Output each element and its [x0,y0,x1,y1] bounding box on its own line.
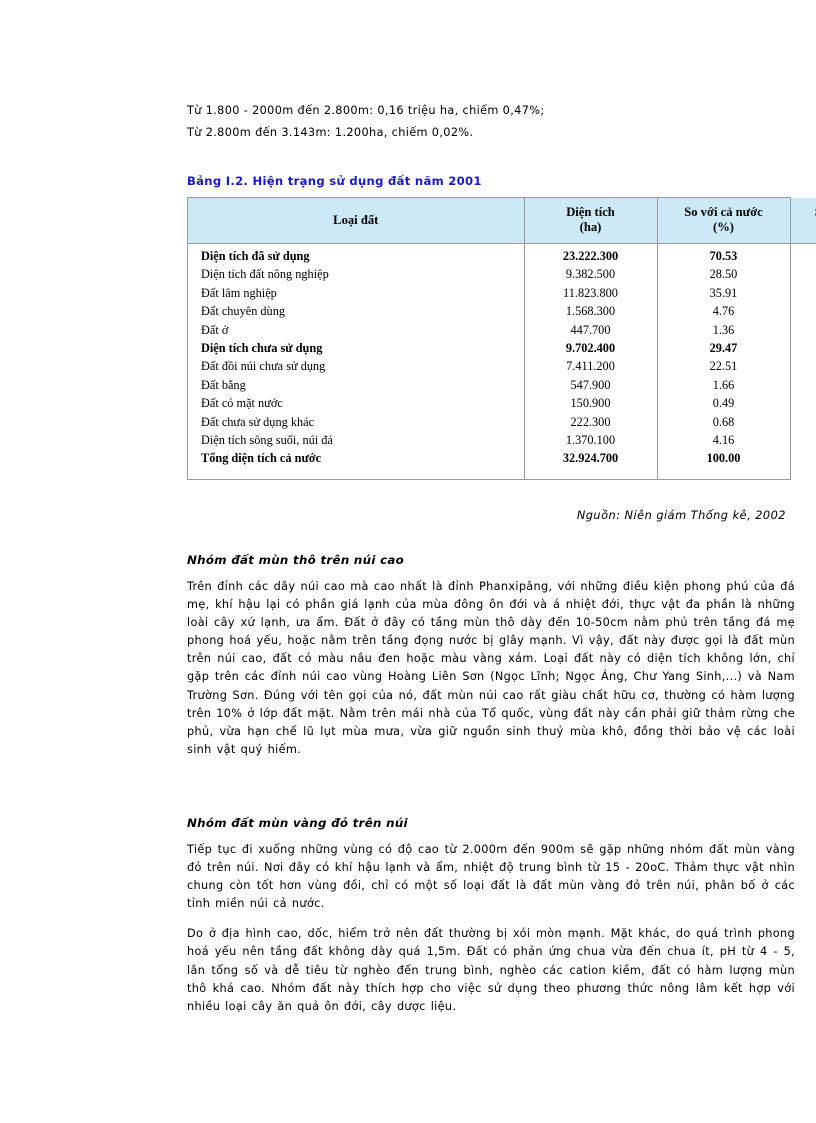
cell-pct-country: 1.36 [657,320,791,340]
section-title-mun-tho: Nhóm đất mùn thô trên núi cao [187,553,405,567]
cell-pct-country: 22.51 [657,357,791,376]
cell-pct-same-type: 76.38 [790,357,816,375]
cell-pct-same-type: 1.56 [790,394,816,412]
cell-pct-same-type: 50.91 [790,284,816,302]
table-row: Diện tích chưa sử dụng 9.702.400 29.47 1… [188,339,816,358]
table-row: Diện tích đất nông nghiệp 9.382.500 28.5… [188,265,816,284]
cell-area: 9.382.500 [524,265,658,284]
cell-area: 150.900 [524,394,658,413]
table-row: Đất chuyên dùng 1.568.300 4.76 6.75 [188,302,816,321]
spacer [187,832,795,841]
cell-area: 7.411.200 [524,357,658,376]
table-header: Loại đất Diện tích (ha) So với cả nước (… [188,198,816,244]
cell-land-type: Đất lâm nghiệp [188,283,525,303]
cell-area: 1.370.100 [524,431,658,450]
cell-area: 447.700 [524,320,658,340]
cell-pct-same-type: 6.75 [790,302,816,320]
cell-area: 23.222.300 [524,243,658,266]
cell-area: 11.823.800 [524,283,658,303]
header-line-1: So với cùng loại [815,205,816,219]
header-line-1: Loại đất [333,212,379,227]
cell-area: 1.568.300 [524,302,658,321]
section-title-mun-vang-do: Nhóm đất mùn vàng đỏ trên núi [187,815,408,830]
cell-pct-same-type: 40.40 [790,265,816,283]
cell-land-type: Đất đồi núi chưa sử dụng [188,357,525,376]
document-body: Nhóm đất mùn thô trên núi cao Trên đỉnh … [187,551,795,1016]
table-row-total: Tổng diện tích cả nước 32.924.700 100.00 [188,449,816,470]
cell-pct-same-type: 14.12 [790,431,816,449]
cell-pct-same-type: 100.00 [790,339,816,357]
cell-pct-country: 0.49 [657,394,791,413]
table-caption: Bảng I.2. Hiện trạng sử dụng đất năm 200… [187,174,482,188]
cell-pct-country: 29.47 [657,339,791,358]
cell-pct-country: 4.16 [657,431,791,450]
cell-land-type: Tổng diện tích cả nước [188,449,525,470]
cell-pct-same-type: 2.29 [790,413,816,431]
header-line-1: So với cả nước [684,205,763,219]
cell-land-type: Đất có mặt nước [188,394,525,413]
paragraph: Tiếp tục đi xuống những vùng có độ cao t… [187,842,795,911]
intro-line: Từ 2.800m đến 3.143m: 1.200ha, chiếm 0,0… [187,126,474,139]
column-header-pct-same-type: So với cùng loại (%) [790,198,816,244]
cell-area: 222.300 [524,412,658,432]
cell-area: 547.900 [524,375,658,395]
cell-area: 32.924.700 [524,449,658,470]
table-row: Đất có mặt nước 150.900 0.49 1.56 [188,394,816,413]
table-row: Đất lâm nghiệp 11.823.800 35.91 50.91 [188,283,816,303]
cell-pct-same-type: 5.65 [790,376,816,394]
land-use-table-wrapper: Loại đất Diện tích (ha) So với cả nước (… [187,197,816,480]
table-row: Đất đồi núi chưa sử dụng 7.411.200 22.51… [188,357,816,376]
table-row: Đất ở 447.700 1.36 1.93 [188,320,816,340]
spacer [187,569,795,578]
spacer [187,759,795,814]
table-header-row: Loại đất Diện tích (ha) So với cả nước (… [188,198,816,244]
cell-pct-country: 4.76 [657,302,791,321]
paragraph: Trên đỉnh các dãy núi cao mà cao nhất là… [187,580,795,756]
intro-line: Từ 1.800 - 2000m đến 2.800m: 0,16 triệu … [187,104,545,117]
header-line-1: Diện tích [566,205,615,219]
cell-land-type: Đất chuyên dùng [188,302,525,321]
cell-land-type: Diện tích chưa sử dụng [188,339,525,358]
table-row: Đất chưa sử dụng khác 222.300 0.68 2.29 [188,412,816,432]
cell-pct-country: 0.68 [657,412,791,432]
table-body: Diện tích đã sử dụng 23.222.300 70.53 10… [188,243,816,479]
spacer [187,913,795,925]
table-source-note: Nguồn: Niên giám Thống kê, 2002 [576,509,786,522]
intro-block: Từ 1.800 - 2000m đến 2.800m: 0,16 triệu … [187,100,787,144]
cell-land-type: Đất bằng [188,375,525,395]
cell-land-type: Diện tích đã sử dụng [188,243,525,266]
cell-land-type: Đất chưa sử dụng khác [188,412,525,432]
header-line-2: (%) [713,220,734,234]
cell-pct-country: 35.91 [657,283,791,303]
column-header-pct-country: So với cả nước (%) [657,198,791,244]
table-bottom-spacer [188,469,816,479]
cell-pct-country: 1.66 [657,375,791,395]
header-line-2: (ha) [579,220,602,234]
cell-pct-same-type: 1.93 [790,321,816,339]
table-row: Đất bằng 547.900 1.66 5.65 [188,375,816,395]
cell-area: 9.702.400 [524,339,658,358]
cell-pct-country: 100.00 [657,449,791,470]
land-use-table: Loại đất Diện tích (ha) So với cả nước (… [188,198,816,479]
cell-land-type: Diện tích đất nông nghiệp [188,265,525,284]
column-header-land-type: Loại đất [188,198,525,244]
cell-land-type: Đất ở [188,320,525,340]
paragraph: Do ở địa hình cao, dốc, hiểm trở nên đất… [187,927,795,1013]
table-row: Diện tích sông suối, núi đá 1.370.100 4.… [188,431,816,450]
cell-pct-same-type: 100.00 [790,244,816,266]
column-header-area: Diện tích (ha) [524,198,658,244]
cell-pct-country: 28.50 [657,265,791,284]
table-row: Diện tích đã sử dụng 23.222.300 70.53 10… [188,243,816,266]
cell-pct-country: 70.53 [657,243,791,266]
cell-pct-same-type [790,449,816,469]
cell-land-type: Diện tích sông suối, núi đá [188,431,525,450]
